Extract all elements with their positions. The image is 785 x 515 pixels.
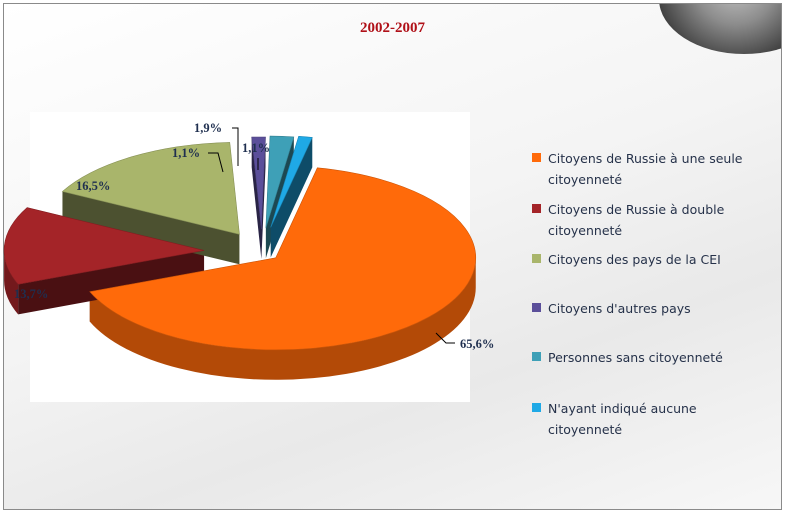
pie-slice-side (89, 257, 476, 380)
pie-slice-side (4, 250, 19, 315)
legend-item-cis: Citoyens des pays de la CEI (532, 249, 762, 270)
legend-swatch (532, 204, 541, 213)
legend-label: Citoyens de Russie à double citoyenneté (548, 202, 725, 238)
legend-item-stateless: Personnes sans citoyenneté (532, 347, 762, 368)
legend-label: Citoyens de Russie à une seule citoyenne… (548, 151, 743, 187)
legend-label: Citoyens d'autres pays (548, 301, 691, 316)
legend-item-russia-single: Citoyens de Russie à une seule citoyenne… (532, 148, 762, 190)
pie-slice (270, 135, 313, 228)
pie-slice (3, 207, 205, 285)
pie-slice (89, 167, 476, 351)
pie-slice-wall (62, 142, 240, 265)
legend-item-not-indicated: N'ayant indiqué aucune citoyenneté (532, 398, 762, 440)
pie-slice (251, 136, 266, 230)
leader-line (208, 152, 224, 173)
legend-item-russia-double: Citoyens de Russie à double citoyenneté (532, 199, 762, 241)
data-label: 1,9% (194, 121, 222, 135)
legend-label: Citoyens des pays de la CEI (548, 252, 721, 267)
legend-swatch (532, 352, 541, 361)
legend-item-other-countries: Citoyens d'autres pays (532, 298, 762, 319)
pie-slice-wall (270, 136, 313, 258)
pie-slice (61, 142, 240, 235)
legend-swatch (532, 153, 541, 162)
legend-label: Personnes sans citoyenneté (548, 350, 723, 365)
legend-swatch (532, 403, 541, 412)
pie-slice (265, 135, 295, 229)
data-label: 16,5% (76, 179, 110, 193)
leader-line (232, 127, 239, 166)
leader-line (435, 332, 455, 344)
pie-slice-wall (251, 137, 266, 260)
chart-title: 2002-2007 (360, 20, 425, 36)
data-label: 13,7% (14, 287, 48, 301)
legend-swatch (532, 303, 541, 312)
legend-swatch (532, 254, 541, 263)
data-label: 1,1% (242, 141, 270, 155)
data-label: 1,1% (172, 146, 200, 160)
data-label: 65,6% (460, 337, 494, 351)
legend-label: N'ayant indiqué aucune citoyenneté (548, 401, 697, 437)
